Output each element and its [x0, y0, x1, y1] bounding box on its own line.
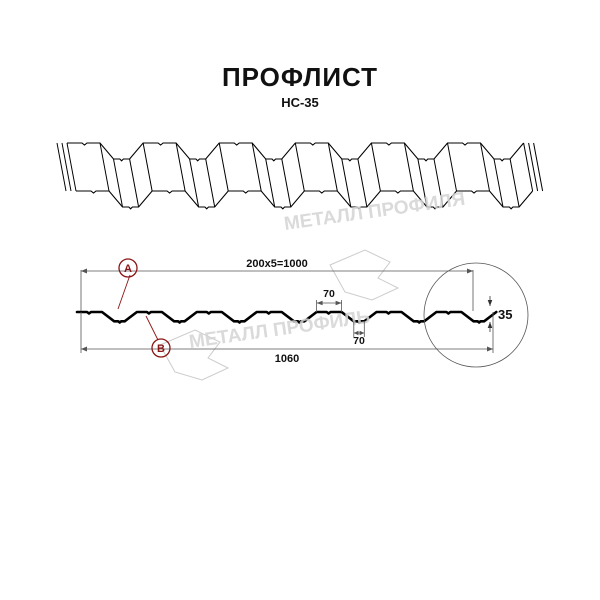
svg-text:МЕТАЛЛ ПРОФИЛЬ: МЕТАЛЛ ПРОФИЛЬ — [188, 307, 372, 353]
svg-text:70: 70 — [323, 288, 335, 300]
svg-text:200x5=1000: 200x5=1000 — [246, 258, 307, 270]
svg-text:МЕТАЛЛ ПРОФИЛЯ: МЕТАЛЛ ПРОФИЛЯ — [283, 189, 467, 235]
svg-text:1060: 1060 — [275, 353, 299, 365]
svg-text:B: B — [157, 343, 165, 355]
svg-text:70: 70 — [353, 335, 365, 347]
svg-text:A: A — [124, 263, 132, 275]
svg-text:35: 35 — [498, 307, 512, 322]
